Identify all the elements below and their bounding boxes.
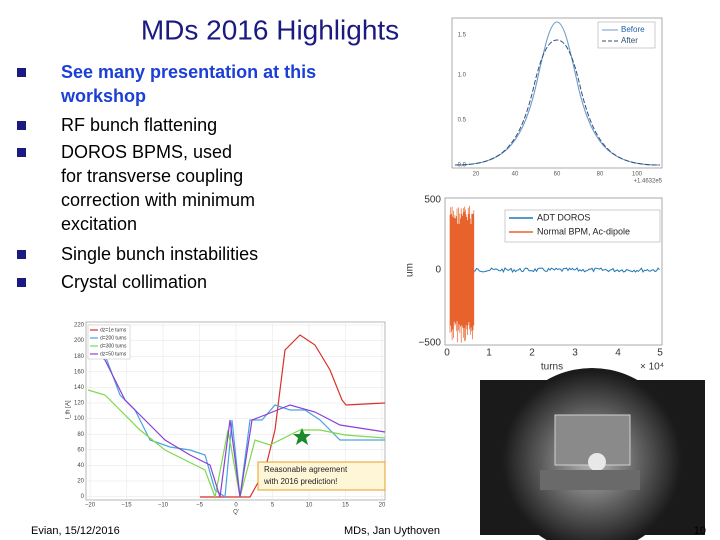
bullet-marker [17, 68, 26, 77]
x-axis-label: turns [541, 362, 563, 373]
y-tick-label: 1.0 [458, 73, 467, 79]
legend-label: After [621, 36, 638, 45]
photo [480, 368, 705, 540]
y-tick-label: 0 [435, 265, 441, 276]
footer-left: Evian, 15/12/2016 [31, 525, 120, 537]
legend-label: dz=50 turns [100, 351, 127, 357]
y-tick-label: 60 [77, 447, 84, 453]
x-tick-label: 10 [306, 503, 313, 509]
blue-trace [474, 267, 660, 274]
annotation: with 2016 prediction! [263, 477, 337, 486]
y-tick-label: 0.0 [458, 163, 467, 169]
footer-center: MDs, Jan Uythoven [344, 525, 440, 537]
y-tick-label: 120 [74, 401, 85, 407]
y-tick-label: 100 [74, 416, 85, 422]
x-tick-label: 20 [473, 172, 480, 178]
doros-plot [444, 197, 663, 346]
x-axis-label: Q' [233, 510, 239, 516]
slide-title: MDs 2016 Highlights [141, 14, 399, 45]
bullet-text: for transverse coupling [61, 166, 243, 186]
x-tick-label: 60 [554, 172, 561, 178]
x-tick-label: 4 [615, 348, 621, 359]
bullet-marker [17, 278, 26, 287]
legend-label: d=300 turns [100, 343, 127, 349]
y-tick-label: 140 [74, 385, 85, 391]
y-axis-label: um [405, 263, 416, 277]
orange-trace [449, 206, 475, 343]
x-tick-label: −5 [196, 503, 204, 509]
bullet-text: Single bunch instabilities [61, 244, 258, 264]
y-tick-label: 160 [74, 369, 85, 375]
bullet-marker [17, 250, 26, 259]
x-tick-label: 1 [486, 348, 492, 359]
x-tick-label: −15 [121, 503, 132, 509]
legend-label: Normal BPM, Ac-dipole [537, 226, 630, 236]
x-tick-label: 40 [512, 172, 519, 178]
x-tick-label: 3 [572, 348, 578, 359]
bullet-marker [17, 121, 26, 130]
x-tick-label: −20 [85, 503, 96, 509]
x-tick-label: 2 [529, 348, 535, 359]
y-tick-label: 200 [74, 338, 85, 344]
bullet-text: excitation [61, 214, 137, 234]
legend-label: d=200 turns [100, 335, 127, 341]
annotation: Reasonable agreement [264, 465, 348, 474]
x-tick-label: 100 [632, 172, 643, 178]
y-tick-label: 40 [77, 463, 84, 469]
y-tick-label: 220 [74, 323, 85, 329]
x-tick-label: 15 [342, 503, 349, 509]
axis-exponent: × 10⁴ [640, 362, 664, 373]
bullet-marker [17, 148, 26, 157]
y-axis-label: I_th [A] [66, 400, 72, 419]
bunch-profile-plot [451, 17, 663, 169]
page-number: 10 [694, 525, 706, 537]
x-tick-label: 0 [444, 348, 450, 359]
y-tick-label: 180 [74, 354, 85, 360]
y-tick-label: 500 [424, 195, 441, 206]
y-tick-label: 80 [77, 432, 84, 438]
bullet-text: correction with minimum [61, 190, 255, 210]
bullet-text: DOROS BPMS, used [61, 142, 232, 162]
x-tick-label: 80 [597, 172, 604, 178]
x-tick-label: 20 [379, 503, 386, 509]
bullet-text: RF bunch flattening [61, 115, 217, 135]
legend-label: Before [621, 25, 645, 34]
x-tick-label: 5 [657, 348, 663, 359]
y-tick-label: 20 [77, 479, 84, 485]
y-tick-label: 1.5 [458, 33, 467, 39]
bullet-text: See many presentation at this [61, 62, 316, 82]
y-tick-label: −500 [418, 338, 441, 349]
y-tick-label: 0.5 [458, 118, 467, 124]
x-tick-label: 0 [234, 503, 238, 509]
bullet-text: workshop [60, 86, 146, 106]
bullet-text: Crystal collimation [61, 272, 207, 292]
legend-label: dz=1e turns [100, 327, 127, 333]
x-tick-label: 5 [271, 503, 275, 509]
y-tick-label: 0 [81, 494, 85, 500]
axis-offset: +1.4632e5 [633, 179, 662, 185]
instability-plot [85, 321, 386, 501]
legend-label: ADT DOROS [537, 212, 590, 222]
x-tick-label: −10 [158, 503, 169, 509]
